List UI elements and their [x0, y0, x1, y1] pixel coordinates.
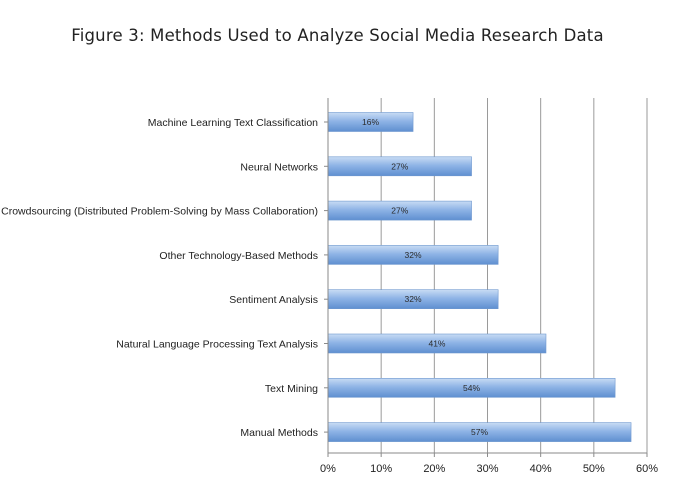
category-label-1: Neural Networks [240, 161, 318, 173]
data-label-6: 54% [463, 383, 480, 393]
category-label-5: Natural Language Processing Text Analysi… [116, 339, 318, 351]
data-label-4: 32% [405, 294, 422, 304]
grid-lines [380, 98, 648, 453]
chart-title: Figure 3: Methods Used to Analyze Social… [71, 26, 604, 45]
data-label-5: 41% [428, 339, 445, 349]
category-label-3: Other Technology-Based Methods [159, 250, 318, 262]
data-label-3: 32% [405, 250, 422, 260]
data-label-7: 57% [471, 427, 488, 437]
x-tick-label-30: 30% [476, 463, 498, 475]
category-label-4: Sentiment Analysis [229, 294, 318, 306]
x-tick-label-10: 10% [370, 463, 392, 475]
category-label-2: Crowdsourcing (Distributed Problem-Solvi… [1, 206, 318, 218]
x-tick-label-0: 0% [320, 463, 336, 475]
data-label-2: 27% [391, 206, 408, 216]
category-label-6: Text Mining [265, 383, 318, 395]
axes [324, 98, 648, 457]
category-label-0: Machine Learning Text Classification [148, 117, 318, 129]
x-tick-label-50: 50% [583, 463, 605, 475]
data-label-0: 16% [362, 117, 379, 127]
labels: 0% 10% 20% 30% 40% 50% 60% Machine Learning Tex… [1, 117, 658, 475]
x-tick-label-20: 20% [423, 463, 445, 475]
data-label-1: 27% [391, 161, 408, 171]
category-label-7: Manual Methods [240, 427, 318, 439]
x-tick-label-60: 60% [636, 463, 658, 475]
x-tick-label-40: 40% [530, 463, 552, 475]
